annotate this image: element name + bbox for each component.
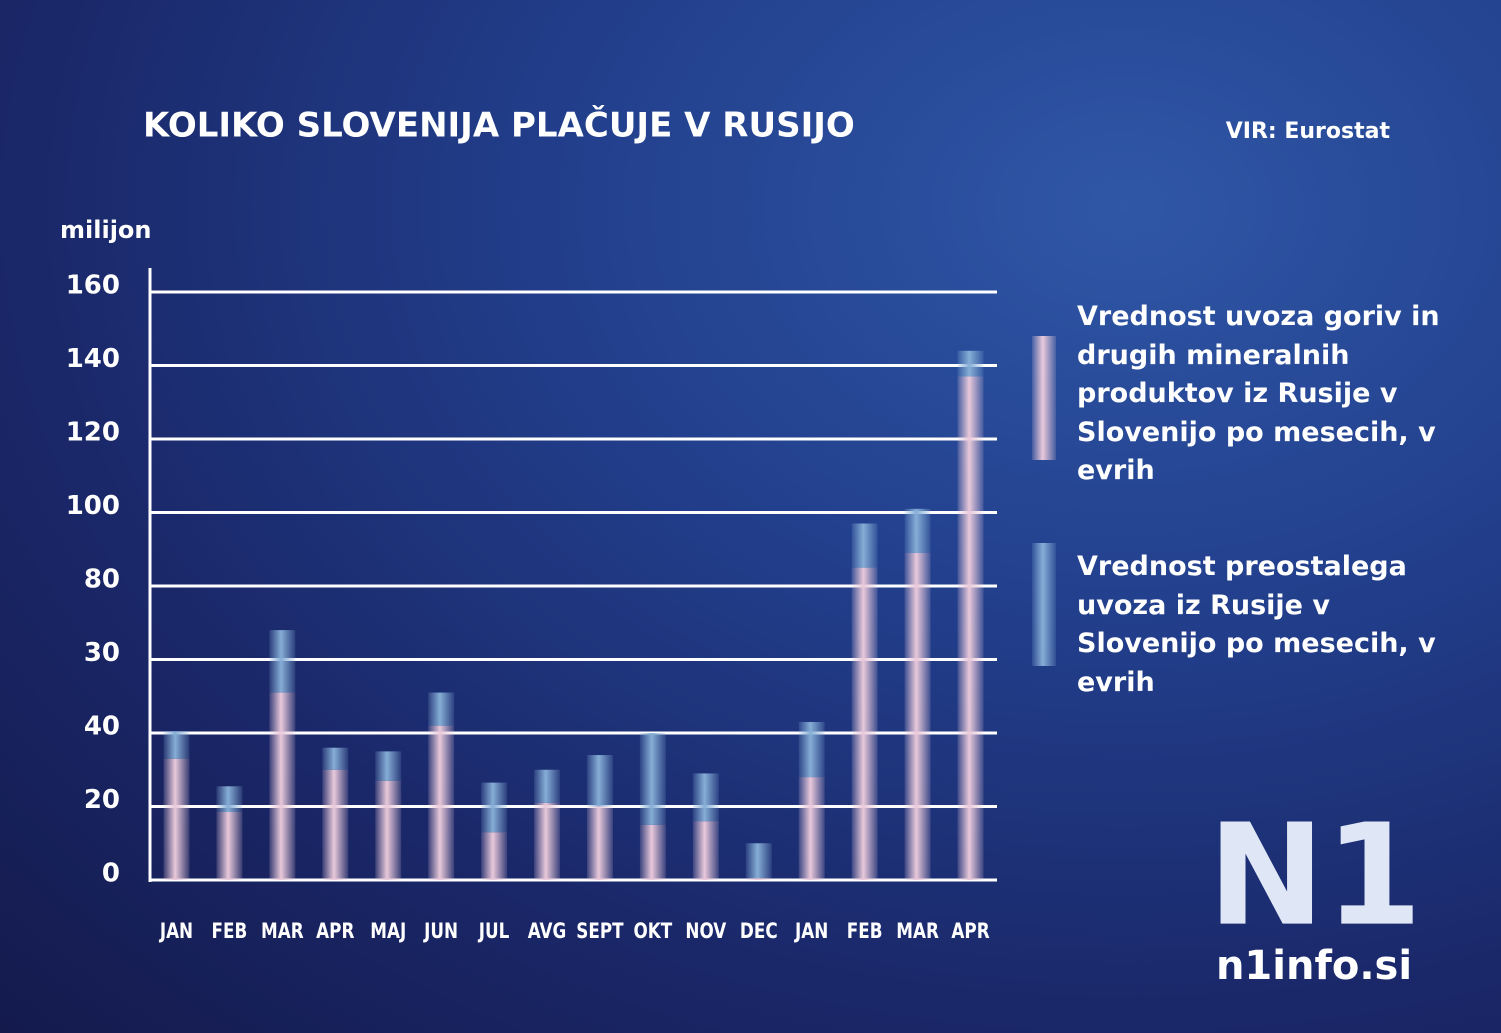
bar-segment bbox=[216, 786, 243, 813]
y-tick-label: 160 bbox=[66, 271, 120, 301]
bar-segment bbox=[375, 751, 402, 781]
x-tick-label: DEC bbox=[740, 919, 778, 943]
bar-segment bbox=[692, 773, 719, 822]
bar-segment bbox=[957, 376, 984, 880]
bar-segment bbox=[639, 733, 666, 825]
x-tick-label: JUL bbox=[477, 919, 509, 943]
y-tick-label: 0 bbox=[102, 859, 120, 889]
bar-segment bbox=[957, 350, 984, 377]
x-tick-label: JUN bbox=[422, 919, 458, 943]
y-tick-label: 30 bbox=[84, 638, 120, 668]
x-tick-label: MAR bbox=[896, 919, 939, 943]
bar-segment bbox=[163, 758, 190, 880]
y-tick-label: 120 bbox=[66, 418, 120, 448]
bar-segment bbox=[481, 832, 508, 880]
x-tick-label: MAR bbox=[261, 919, 304, 943]
x-tick-label: NOV bbox=[685, 919, 726, 943]
bar-segment bbox=[851, 567, 878, 880]
x-tick-label: FEB bbox=[847, 919, 883, 943]
bar-segment bbox=[586, 806, 613, 880]
bar-segment bbox=[798, 721, 825, 778]
bar-segment bbox=[216, 812, 243, 880]
y-axis-label: milijon bbox=[60, 216, 152, 244]
legend-swatch bbox=[1032, 336, 1056, 460]
legend-label: Vrednost preostalega uvoza iz Rusije v S… bbox=[1077, 551, 1436, 698]
bar-segment bbox=[745, 878, 772, 880]
y-tick-label: 20 bbox=[84, 785, 120, 815]
legend-label: Vrednost uvoza goriv in drugih mineralni… bbox=[1077, 301, 1440, 486]
bar-segment bbox=[269, 692, 296, 880]
bar-segment bbox=[534, 769, 561, 803]
x-tick-label: JAN bbox=[158, 919, 193, 943]
bar-segment bbox=[692, 821, 719, 880]
y-tick-label: 40 bbox=[84, 712, 120, 742]
x-tick-label: APR bbox=[316, 919, 355, 943]
bar-segment bbox=[798, 777, 825, 880]
x-tick-label: JAN bbox=[793, 919, 828, 943]
bar-segment bbox=[534, 802, 561, 880]
site: n1info.si bbox=[1216, 943, 1412, 989]
x-tick-label: SEPT bbox=[576, 919, 623, 943]
x-tick-label: AVG bbox=[528, 919, 567, 943]
bar-segment bbox=[586, 755, 613, 807]
x-tick-label: OKT bbox=[634, 919, 673, 943]
bar-segment bbox=[269, 630, 296, 693]
legend-swatch bbox=[1032, 543, 1056, 666]
bar-segment bbox=[904, 508, 931, 553]
y-tick-label: 80 bbox=[84, 565, 120, 595]
bar-segment bbox=[639, 824, 666, 880]
x-tick-label: APR bbox=[951, 919, 990, 943]
bar-segment bbox=[851, 523, 878, 568]
x-tick-label: FEB bbox=[212, 919, 248, 943]
source: VIR: Eurostat bbox=[1226, 119, 1391, 144]
bar-segment bbox=[428, 692, 455, 726]
bar-segment bbox=[904, 552, 931, 880]
bar-segment bbox=[428, 725, 455, 880]
bar-segment bbox=[322, 769, 349, 880]
logo: N1 bbox=[1208, 795, 1423, 958]
bar-segment bbox=[163, 731, 190, 759]
x-tick-label: MAJ bbox=[370, 919, 406, 943]
bar-segment bbox=[481, 782, 508, 833]
y-tick-label: 100 bbox=[66, 491, 120, 521]
bar-segment bbox=[745, 843, 772, 879]
bar-segment bbox=[322, 747, 349, 770]
bar-segment bbox=[375, 780, 402, 880]
chart-title: KOLIKO SLOVENIJA PLAČUJE V RUSIJO bbox=[143, 105, 855, 146]
y-tick-label: 140 bbox=[66, 344, 120, 374]
